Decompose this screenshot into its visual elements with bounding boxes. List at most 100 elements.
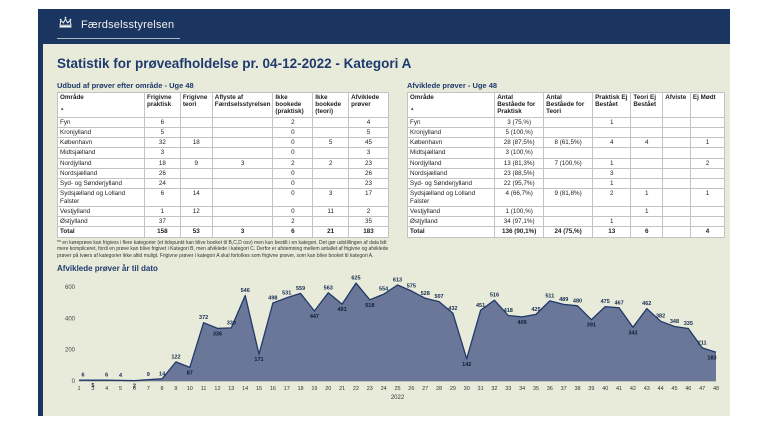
table-row: Østjylland 34 (97,1%) 1: [406, 216, 726, 228]
x-tick-label: 4: [105, 386, 108, 392]
column-header[interactable]: Aflyste af Færdselsstyrelsen: [211, 92, 274, 118]
table-cell: 26: [143, 167, 181, 180]
y-tick-label: 200: [65, 348, 76, 354]
point-label: 613: [393, 277, 402, 283]
table-cell: 6: [272, 226, 314, 238]
point-label: 339: [227, 320, 236, 326]
point-label: 418: [504, 308, 513, 314]
x-tick-label: 28: [436, 386, 442, 392]
x-tick-label: 41: [616, 386, 622, 392]
column-header[interactable]: Frigivne teori: [179, 92, 213, 118]
panel-udbud: Udbud af prøver efter område - Uge 48 Om…: [57, 81, 395, 259]
x-tick-label: 10: [187, 386, 193, 392]
table-cell: [630, 116, 664, 128]
table-cell: Sydsjælland og Lolland Falster: [57, 188, 145, 207]
table-cell: 5: [143, 126, 181, 139]
table-cell: 1: [592, 216, 632, 228]
x-tick-label: 46: [685, 386, 691, 392]
table-cell: 11: [312, 205, 350, 218]
table-cell: [211, 188, 274, 207]
table-cell: [211, 178, 274, 190]
table-cell: [662, 216, 691, 228]
table-row: Midtsjælland 3 0 3: [57, 147, 389, 159]
table-row: Midtsjælland 3 (100,%): [406, 147, 726, 159]
x-tick-label: 3: [91, 386, 94, 392]
table-cell: 1: [689, 137, 726, 149]
table-cell: [662, 126, 691, 139]
x-tick-label: 23: [367, 386, 373, 392]
x-tick-label: 11: [201, 386, 207, 392]
table-cell: Kronjylland: [406, 126, 496, 139]
x-tick-label: 13: [228, 386, 234, 392]
table-cell: 0: [272, 147, 314, 159]
table-cell: 23: [348, 178, 389, 190]
table-cell: 1: [143, 205, 181, 218]
x-tick-label: 6: [133, 386, 136, 392]
table-cell: 34 (97,1%): [494, 216, 545, 228]
column-header[interactable]: Teori Ej Bestået: [630, 92, 664, 118]
table-cell: [179, 147, 213, 159]
x-tick-label: 38: [574, 386, 580, 392]
point-label: 211: [698, 340, 707, 346]
table-cell: 2: [348, 205, 389, 218]
table-cell: [211, 205, 274, 218]
column-header[interactable]: Ikke bookede (praktisk): [272, 92, 314, 118]
point-label: 372: [199, 315, 208, 321]
x-tick-label: 27: [422, 386, 428, 392]
table-cell: 2: [272, 216, 314, 228]
sort-ascending-icon[interactable]: ▲: [410, 106, 415, 112]
x-tick-label: 5: [119, 386, 122, 392]
table-cell: 2: [689, 157, 726, 169]
table-cell: [211, 116, 274, 128]
table-cell: 0: [272, 167, 314, 180]
point-label: 171: [254, 357, 263, 363]
point-label: 87: [187, 370, 193, 376]
table-row: Fyn 3 (75,%) 1: [406, 116, 726, 128]
x-tick-label: 14: [242, 386, 248, 392]
table-cell: 28 (87,5%): [494, 137, 545, 149]
table-cell: [543, 178, 594, 190]
table-cell: [689, 116, 726, 128]
x-tick-label: 18: [298, 386, 304, 392]
x-tick-label: 34: [519, 386, 525, 392]
column-header[interactable]: Frigivne praktisk: [143, 92, 181, 118]
table-cell: [312, 167, 350, 180]
table-cell: 13: [592, 226, 632, 238]
column-header[interactable]: Antal Beståede for Praktisk: [494, 92, 545, 118]
chart-title: Afviklede prøver år til dato: [57, 264, 158, 274]
table-cell: 26: [348, 167, 389, 180]
x-tick-label: 31: [478, 386, 484, 392]
column-header[interactable]: Ikke bookede (teori): [312, 92, 350, 118]
table-cell: 2: [592, 188, 632, 207]
x-tick-label: 30: [464, 386, 470, 392]
table-cell: [630, 216, 664, 228]
brand-name: Færdselsstyrelsen: [81, 19, 175, 31]
table-cell: [312, 178, 350, 190]
chart-section: Afviklede prøver år til dato 0 200 400 600 6…: [55, 264, 722, 412]
table-cell: 2: [312, 157, 350, 169]
x-tick-label: 45: [671, 386, 677, 392]
column-header[interactable]: Område ▲: [57, 92, 145, 118]
column-header[interactable]: Afviklede prøver: [348, 92, 389, 118]
column-header[interactable]: Praktisk Ej Bestået: [592, 92, 632, 118]
table-cell: 18: [143, 157, 181, 169]
sort-ascending-icon[interactable]: ▲: [60, 106, 65, 112]
table-row: Kronjylland 5 (100,%): [406, 126, 726, 139]
table-cell: Midtsjælland: [57, 147, 145, 159]
table-cell: [662, 188, 691, 207]
column-header[interactable]: Område ▲: [406, 92, 496, 118]
total-row: Total 136 (90,1%) 24 (75,%) 13 6 4: [406, 226, 726, 238]
table-cell: 3: [592, 167, 632, 180]
table-cell: [630, 167, 664, 180]
table-cell: [312, 147, 350, 159]
afviklede-table: Område ▲ Antal Beståede for Praktisk Antal …: [406, 92, 726, 238]
column-header[interactable]: Ej Mødt: [689, 92, 726, 118]
table-cell: [592, 126, 632, 139]
column-header[interactable]: Antal Beståede for Teori: [543, 92, 594, 118]
y-tick-label: 400: [65, 316, 76, 322]
panel-afviklede: Afviklede prøver - Uge 48 Område ▲ Antal B…: [406, 81, 726, 238]
column-header[interactable]: Afviste: [662, 92, 691, 118]
table-cell: [179, 126, 213, 139]
table-cell: [312, 216, 350, 228]
table-row: Nordsjælland 23 (88,5%) 3: [406, 167, 726, 180]
